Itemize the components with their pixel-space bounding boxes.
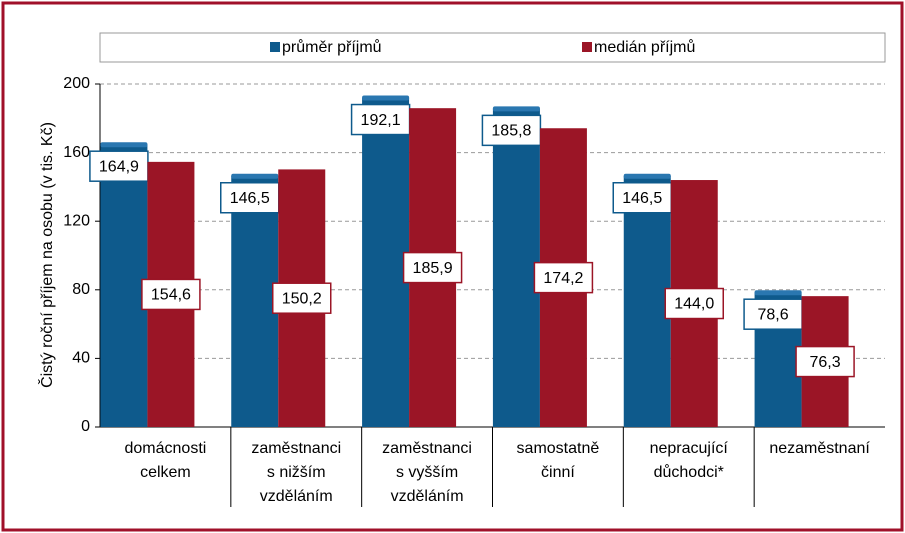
value-label-box: [272, 282, 332, 314]
bar-cap: [100, 142, 148, 148]
value-label: 76,3: [810, 354, 841, 371]
value-label-box: [795, 345, 855, 378]
y-tick-label: 0: [81, 418, 90, 435]
value-label: 144,0: [674, 296, 714, 313]
value-label: 164,9: [99, 158, 139, 175]
legend-label: medián příjmů: [594, 38, 695, 56]
value-label: 174,2: [543, 270, 583, 287]
legend-label: průměr příjmů: [282, 38, 382, 56]
bar: [100, 144, 148, 427]
value-label-box: [89, 150, 149, 182]
x-tick-label: zaměstnanci: [382, 440, 472, 457]
value-label: 146,5: [230, 190, 270, 207]
value-label-box: [612, 182, 672, 214]
x-tick-label: zaměstnanci: [251, 440, 341, 457]
bar-cap: [231, 173, 279, 179]
value-label-box: [533, 261, 594, 294]
value-label-box: [402, 251, 463, 284]
value-label: 185,8: [491, 123, 531, 140]
x-tick-label: samostatně: [517, 440, 600, 457]
value-label: 154,6: [151, 287, 191, 304]
y-tick-label: 200: [63, 75, 90, 92]
x-tick-label: činní: [541, 464, 575, 481]
x-tick-label: vzděláním: [260, 488, 333, 505]
x-tick-label: nezaměstnaní: [769, 440, 870, 457]
bar-cap: [754, 290, 802, 296]
bar-cap: [492, 106, 540, 112]
y-tick-label: 160: [63, 144, 90, 161]
y-tick-label: 40: [72, 350, 90, 367]
bar-cap: [362, 95, 410, 101]
legend-swatch: [582, 42, 592, 52]
bar: [362, 97, 410, 428]
bar: [623, 175, 671, 427]
x-tick-label: nepracující: [650, 440, 729, 457]
x-tick-label: vzděláním: [391, 488, 464, 505]
bar-cap: [623, 173, 671, 179]
bar: [231, 175, 279, 427]
bar: [492, 108, 540, 427]
value-label-box: [664, 287, 724, 320]
value-label: 150,2: [282, 290, 322, 307]
x-tick-label: celkem: [140, 464, 191, 481]
y-tick-label: 80: [72, 281, 90, 298]
x-tick-label: domácnosti: [125, 440, 207, 457]
value-label: 146,5: [622, 190, 662, 207]
y-tick-label: 120: [63, 212, 90, 229]
value-label: 192,1: [361, 112, 401, 129]
value-label: 185,9: [413, 260, 453, 277]
x-tick-label: s vyšším: [396, 464, 458, 481]
y-axis-label: Čistý roční příjem na osobu (v tis. Kč): [37, 122, 56, 388]
value-label-box: [141, 278, 201, 311]
value-label: 78,6: [758, 306, 789, 323]
legend-box: [99, 32, 886, 63]
x-tick-label: důchodci*: [654, 463, 724, 481]
value-label-box: [743, 298, 803, 330]
legend-swatch: [270, 42, 280, 52]
x-tick-label: s nižším: [267, 464, 326, 481]
